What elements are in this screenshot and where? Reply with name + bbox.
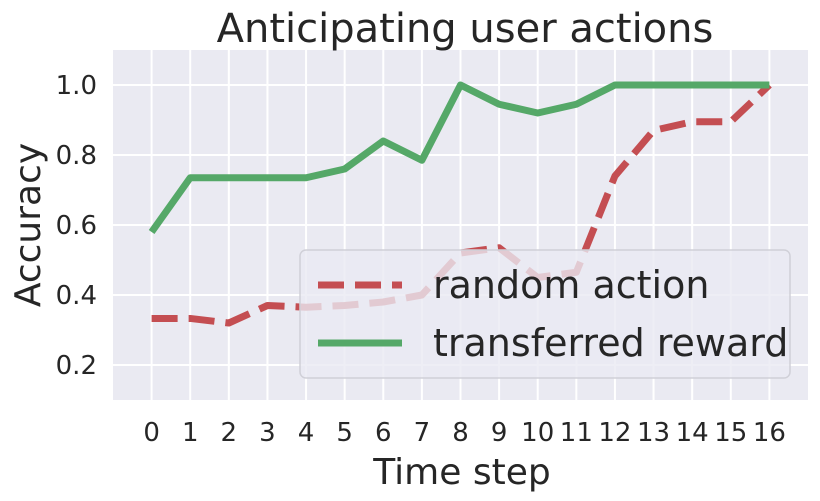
x-tick-label: 6 — [375, 418, 392, 448]
y-axis-label: Accuracy — [8, 143, 49, 307]
y-tick-label: 0.4 — [56, 281, 97, 311]
x-tick-label: 8 — [452, 418, 469, 448]
legend-box — [299, 249, 791, 379]
x-tick-label: 10 — [521, 418, 554, 448]
x-tick-label: 15 — [714, 418, 747, 448]
x-tick-label: 4 — [298, 418, 315, 448]
legend-label: transferred reward — [433, 321, 788, 365]
chart-title: Anticipating user actions — [217, 6, 714, 52]
y-tick-label: 0.2 — [56, 351, 97, 381]
legend: random action transferred reward — [299, 249, 791, 379]
x-tick-label: 11 — [560, 418, 593, 448]
series-line-transferred-reward — [148, 81, 770, 235]
series-line-random-action — [151, 82, 772, 327]
x-tick-label: 13 — [637, 418, 670, 448]
x-tick-label: 5 — [336, 418, 353, 448]
x-tick-label: 12 — [598, 418, 631, 448]
y-tick-label: 1.0 — [56, 71, 97, 101]
y-tick-labels: 0.2 0.4 0.6 0.8 1.0 — [56, 71, 97, 381]
x-tick-label: 16 — [753, 418, 786, 448]
y-tick-label: 0.8 — [56, 141, 97, 171]
x-tick-label: 3 — [259, 418, 276, 448]
x-tick-label: 1 — [182, 418, 199, 448]
x-tick-label: 2 — [221, 418, 238, 448]
x-tick-label: 9 — [491, 418, 508, 448]
x-tick-label: 7 — [414, 418, 431, 448]
x-tick-label: 0 — [143, 418, 160, 448]
x-tick-label: 14 — [676, 418, 709, 448]
series-group — [148, 81, 772, 327]
x-axis-label: Time step — [372, 452, 550, 493]
legend-label: random action — [433, 263, 709, 307]
y-tick-label: 0.6 — [56, 211, 97, 241]
x-tick-labels: 0 1 2 3 4 5 6 7 8 9 10 11 12 13 14 15 16 — [143, 418, 786, 448]
